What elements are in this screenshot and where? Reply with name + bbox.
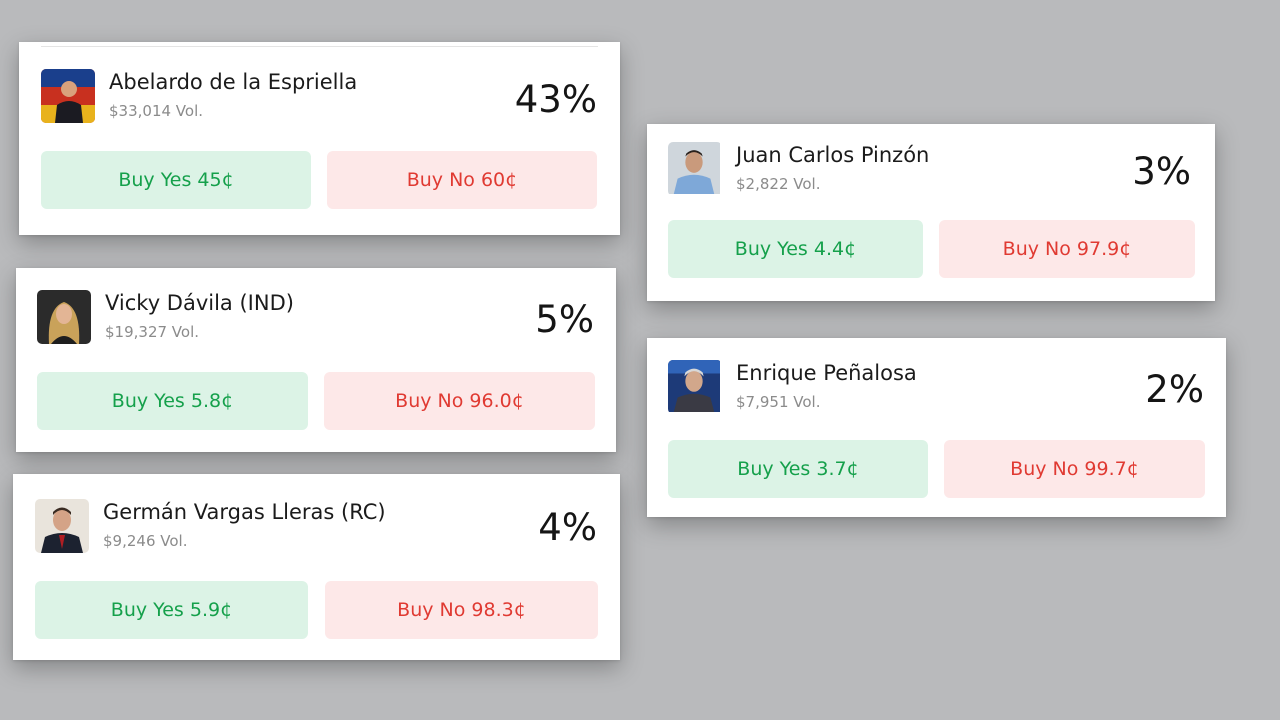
candidate-avatar [41,69,95,123]
candidate-name: Vicky Dávila (IND) [105,291,294,315]
buy-yes-button[interactable]: Buy Yes 5.8¢ [37,372,308,430]
probability-percent: 4% [538,506,597,549]
buy-yes-button[interactable]: Buy Yes 5.9¢ [35,581,308,639]
candidate-avatar [37,290,91,344]
buy-yes-button[interactable]: Buy Yes 3.7¢ [668,440,928,498]
market-card-pinzon: Juan Carlos Pinzón $2,822 Vol. 3% Buy Ye… [647,124,1215,301]
candidate-avatar [35,499,89,553]
market-card-vicky: Vicky Dávila (IND) $19,327 Vol. 5% Buy Y… [16,268,616,452]
volume-text: $7,951 Vol. [736,393,821,411]
candidate-name: Germán Vargas Lleras (RC) [103,500,386,524]
buy-no-button[interactable]: Buy No 98.3¢ [325,581,598,639]
buy-no-button[interactable]: Buy No 96.0¢ [324,372,595,430]
volume-text: $33,014 Vol. [109,102,204,120]
volume-text: $19,327 Vol. [105,323,200,341]
volume-text: $9,246 Vol. [103,532,188,550]
probability-percent: 43% [514,78,597,121]
top-divider [41,46,598,47]
candidate-name: Juan Carlos Pinzón [736,143,930,167]
market-card-abelardo: Abelardo de la Espriella $33,014 Vol. 43… [19,42,620,235]
candidate-avatar [668,142,722,196]
probability-percent: 2% [1145,368,1204,411]
market-card-penalosa: Enrique Peñalosa $7,951 Vol. 2% Buy Yes … [647,338,1226,517]
volume-text: $2,822 Vol. [736,175,821,193]
buy-no-button[interactable]: Buy No 60¢ [327,151,597,209]
probability-percent: 3% [1132,150,1191,193]
buy-no-button[interactable]: Buy No 97.9¢ [939,220,1195,278]
buy-yes-button[interactable]: Buy Yes 4.4¢ [668,220,923,278]
candidate-avatar [668,360,722,414]
buy-yes-button[interactable]: Buy Yes 45¢ [41,151,311,209]
probability-percent: 5% [535,298,594,341]
buy-no-button[interactable]: Buy No 99.7¢ [944,440,1205,498]
candidate-name: Abelardo de la Espriella [109,70,358,94]
candidate-name: Enrique Peñalosa [736,361,917,385]
market-card-german: Germán Vargas Lleras (RC) $9,246 Vol. 4%… [13,474,620,660]
